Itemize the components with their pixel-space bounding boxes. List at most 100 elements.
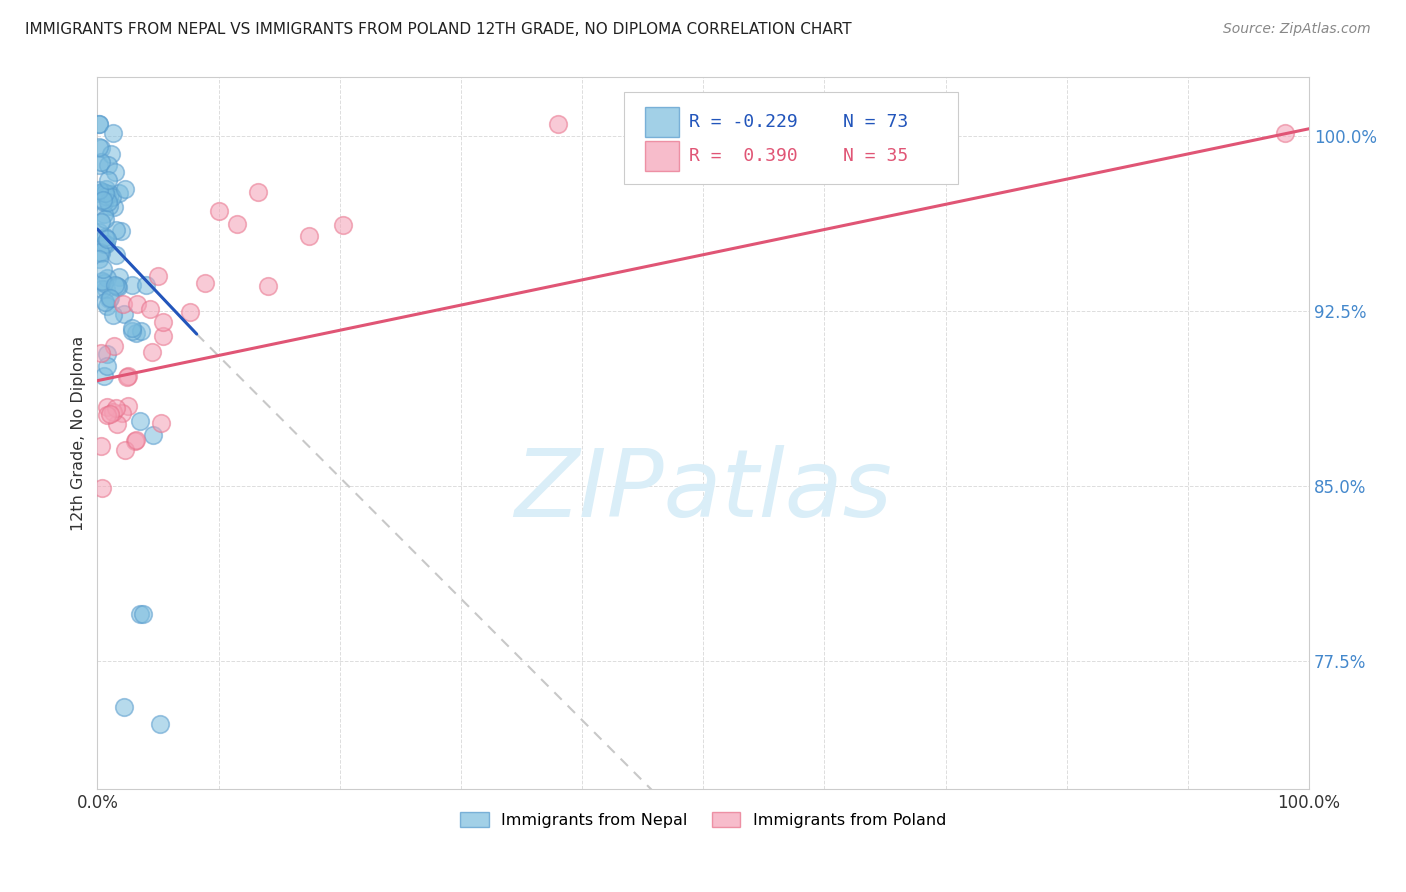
Point (90, 439, 112, 453)
Point (87, 117, 110, 131)
Point (96, 359, 118, 373)
Point (117, 399, 139, 413)
Point (96, 271, 118, 285)
Point (121, 321, 143, 335)
Point (93, 195, 115, 210)
Y-axis label: 12th Grade, No Diploma: 12th Grade, No Diploma (72, 335, 86, 531)
Point (97, 172, 120, 186)
Point (105, 279, 128, 293)
Point (96, 299, 118, 313)
Point (121, 325, 143, 339)
Point (194, 276, 217, 290)
Point (104, 223, 127, 237)
Point (87, 183, 110, 197)
Point (94, 282, 117, 296)
Point (96, 232, 118, 246)
Point (246, 185, 269, 199)
Point (149, 716, 172, 731)
Point (94, 212, 117, 227)
Text: R =  0.390: R = 0.390 (689, 146, 797, 165)
Point (91, 186, 114, 200)
Point (135, 278, 157, 293)
FancyBboxPatch shape (645, 107, 679, 137)
Point (94, 237, 117, 252)
Text: ZIPatlas: ZIPatlas (515, 444, 893, 535)
Point (107, 279, 129, 293)
Point (132, 607, 155, 621)
Point (332, 218, 354, 232)
Legend: Immigrants from Nepal, Immigrants from Poland: Immigrants from Nepal, Immigrants from P… (454, 805, 953, 834)
Point (87, 225, 110, 239)
Point (112, 297, 135, 311)
Point (103, 127, 125, 141)
Point (121, 277, 143, 292)
Text: N = 35: N = 35 (842, 146, 908, 165)
Point (124, 434, 146, 448)
Point (1274, 127, 1296, 141)
Point (104, 277, 127, 292)
Point (112, 700, 135, 714)
Point (107, 417, 129, 432)
Point (98, 186, 121, 201)
Point (96, 187, 118, 202)
Point (112, 307, 135, 321)
Point (125, 297, 148, 311)
Point (91, 194, 114, 208)
Point (139, 301, 162, 316)
Point (87, 252, 110, 267)
Point (89, 245, 111, 260)
Point (87, 117, 110, 131)
Point (110, 223, 132, 237)
Point (117, 368, 139, 383)
Point (91, 481, 114, 495)
Point (146, 268, 169, 283)
FancyBboxPatch shape (624, 92, 957, 184)
Point (89, 186, 111, 200)
Point (96, 408, 118, 422)
Point (179, 305, 201, 319)
Point (101, 308, 124, 322)
Point (547, 117, 569, 131)
Point (207, 203, 229, 218)
Point (90, 346, 112, 360)
Point (94, 230, 117, 244)
Point (96, 347, 118, 361)
Text: N = 73: N = 73 (842, 113, 908, 131)
Point (93, 276, 115, 290)
Point (101, 190, 124, 204)
Point (152, 315, 174, 329)
Point (94, 181, 117, 195)
Point (97, 199, 120, 213)
Point (256, 279, 278, 293)
Point (100, 146, 122, 161)
Point (97, 158, 120, 172)
Point (103, 200, 125, 214)
Point (87, 159, 110, 173)
Point (94, 186, 117, 200)
Point (98, 407, 121, 421)
Point (104, 164, 127, 178)
Point (90, 245, 112, 260)
Point (108, 270, 131, 285)
Point (103, 338, 125, 352)
Point (96, 189, 118, 203)
Point (94, 294, 117, 309)
Point (105, 401, 128, 415)
Point (125, 433, 148, 447)
Point (91, 274, 114, 288)
Point (150, 416, 173, 430)
Point (128, 414, 150, 428)
Point (91, 186, 114, 200)
Point (125, 326, 148, 340)
Point (93, 368, 115, 383)
Point (91, 261, 114, 276)
Point (152, 329, 174, 343)
Text: Source: ZipAtlas.com: Source: ZipAtlas.com (1223, 22, 1371, 37)
Point (93, 207, 115, 221)
Point (111, 405, 134, 419)
Point (90, 155, 112, 169)
FancyBboxPatch shape (645, 141, 679, 170)
Point (114, 182, 136, 196)
Point (100, 292, 122, 306)
Point (298, 228, 321, 243)
